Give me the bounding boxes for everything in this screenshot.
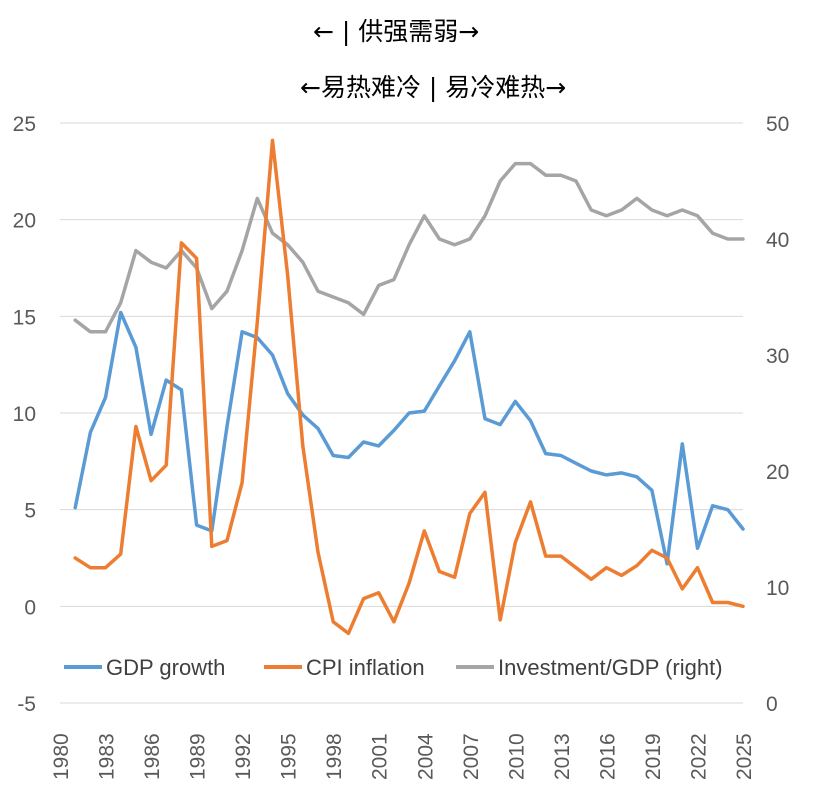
- legend-label: CPI inflation: [306, 655, 425, 680]
- left-tick-label: 0: [24, 596, 36, 619]
- x-tick-label: 1989: [187, 733, 210, 780]
- left-tick-label: 25: [13, 113, 36, 136]
- x-tick-label: 1998: [323, 733, 346, 780]
- x-tick-label: 1983: [96, 733, 119, 780]
- x-tick-label: 1995: [278, 733, 301, 780]
- x-tick-label: 2022: [687, 733, 710, 780]
- x-tick-label: 2004: [414, 733, 437, 780]
- right-tick-label: 10: [766, 577, 789, 600]
- right-axis-ticks: 0 10 20 30 40 50: [766, 113, 789, 716]
- left-tick-label: 10: [13, 403, 36, 426]
- right-tick-label: 50: [766, 113, 789, 136]
- x-axis-ticks: 1980 1983 1986 1989 1992 1995 1998 2001 2004 2007…: [50, 733, 756, 780]
- x-tick-label: 2016: [596, 733, 619, 780]
- x-tick-label: 2013: [551, 733, 574, 780]
- left-tick-label: 15: [13, 306, 36, 329]
- left-tick-label: -5: [17, 693, 36, 716]
- x-tick-label: 1980: [50, 733, 73, 780]
- series-line-investment-gdp-right: [73, 161, 745, 334]
- right-tick-label: 40: [766, 229, 789, 252]
- legend-label: GDP growth: [106, 655, 225, 680]
- x-tick-label: 2007: [460, 733, 483, 780]
- annotation-hot-cold: ←易热难冷 | 易冷难热→: [300, 73, 567, 102]
- x-tick-label: 2010: [505, 733, 528, 780]
- right-tick-label: 20: [766, 461, 789, 484]
- left-tick-label: 5: [24, 500, 36, 523]
- x-tick-label: 2001: [369, 733, 392, 780]
- left-axis-ticks: -5 0 5 10 15 20 25: [13, 113, 36, 716]
- right-tick-label: 30: [766, 345, 789, 368]
- grid-lines: [60, 122, 743, 704]
- legend-label: Investment/GDP (right): [498, 655, 723, 680]
- legend: GDP growth CPI inflation Investment/GDP (r…: [64, 655, 723, 680]
- x-tick-label: 1986: [141, 733, 164, 780]
- x-tick-label: 2019: [642, 733, 665, 780]
- series-lines: [73, 138, 745, 636]
- x-tick-label: 2025: [733, 733, 756, 780]
- x-tick-label: 1992: [232, 733, 255, 780]
- left-tick-label: 20: [13, 210, 36, 233]
- series-line-cpi-inflation: [73, 138, 745, 636]
- annotation-supply-demand: ← | 供强需弱→: [313, 17, 480, 46]
- series-line-gdp-growth: [73, 310, 745, 566]
- right-tick-label: 0: [766, 693, 778, 716]
